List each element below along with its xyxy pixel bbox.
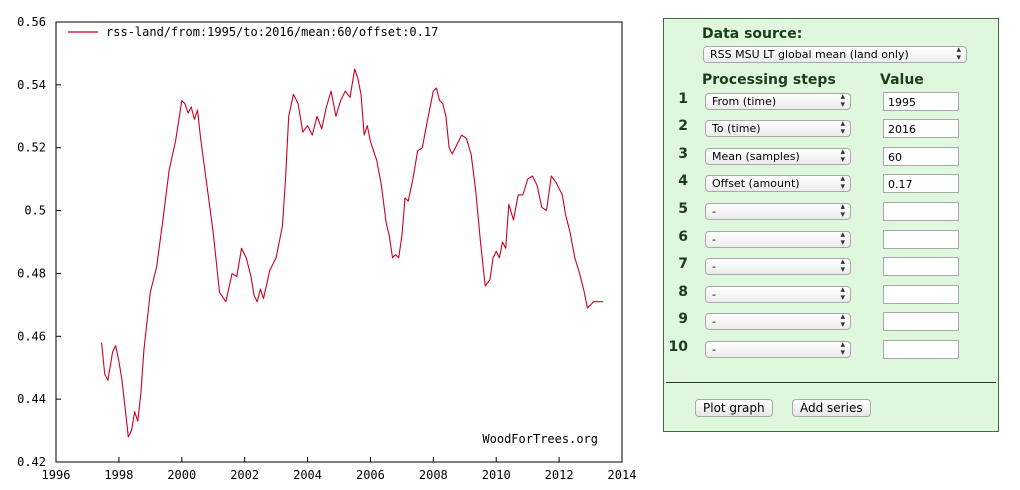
- step-number: 10: [668, 339, 688, 355]
- chevron-updown-icon: ▴ ▾: [840, 203, 845, 220]
- step-operation-value: -: [712, 343, 716, 356]
- x-tick-label: 2006: [356, 468, 385, 482]
- step-operation-select[interactable]: - ▴ ▾: [705, 286, 851, 303]
- chevron-updown-icon: ▴ ▾: [840, 341, 845, 358]
- step-number: 5: [678, 201, 688, 217]
- step-operation-value: -: [712, 260, 716, 273]
- step-operation-select[interactable]: Offset (amount) ▴ ▾: [705, 175, 851, 192]
- step-operation-value: To (time): [712, 122, 761, 135]
- step-operation-value: -: [712, 315, 716, 328]
- y-tick-label: 0.56: [17, 15, 46, 29]
- chevron-updown-icon: ▴ ▾: [840, 258, 845, 275]
- x-tick-label: 1998: [104, 468, 133, 482]
- step-operation-value: -: [712, 205, 716, 218]
- panel-divider: [666, 382, 996, 383]
- x-tick-label: 1996: [42, 468, 71, 482]
- step-value-input[interactable]: 0.17: [883, 174, 959, 193]
- step-number: 2: [678, 118, 688, 134]
- step-value-input[interactable]: [883, 312, 959, 331]
- step-value-input[interactable]: [883, 230, 959, 249]
- chevron-updown-icon: ▴ ▾: [840, 93, 845, 110]
- processing-steps-label: Processing steps: [702, 72, 836, 88]
- step-operation-value: From (time): [712, 95, 777, 108]
- step-operation-value: -: [712, 288, 716, 301]
- chevron-updown-icon: ▴ ▾: [840, 175, 845, 192]
- plot-area: [55, 21, 623, 463]
- series-layer: [101, 68, 604, 438]
- step-value-input[interactable]: 2016: [883, 119, 959, 138]
- step-operation-select[interactable]: - ▴ ▾: [705, 341, 851, 358]
- chevron-updown-icon: ▴ ▾: [840, 231, 845, 248]
- data-source-value: RSS MSU LT global mean (land only): [710, 48, 909, 61]
- step-operation-select[interactable]: - ▴ ▾: [705, 313, 851, 330]
- step-operation-select[interactable]: Mean (samples) ▴ ▾: [705, 148, 851, 165]
- data-source-select[interactable]: RSS MSU LT global mean (land only) ▴ ▾: [703, 46, 967, 63]
- step-operation-value: Offset (amount): [712, 177, 800, 190]
- step-number: 1: [678, 91, 688, 107]
- step-value-input[interactable]: 1995: [883, 92, 959, 111]
- x-tick-label: 2012: [545, 468, 574, 482]
- x-axis: 1996 1998 2000 2002 2004 2006 2008 2010 2012 2014: [42, 457, 637, 482]
- legend: rss-land/from:1995/to:2016/mean:60/offse…: [68, 25, 438, 39]
- y-tick-label: 0.48: [17, 266, 46, 280]
- control-panel: Data source: RSS MSU LT global mean (lan…: [663, 18, 999, 432]
- series-line: [101, 68, 604, 438]
- chart: 0.42 0.44 0.46 0.48 0.5 0.52 0.54 0.56 1996 1998…: [17, 15, 637, 482]
- y-axis: 0.42 0.44 0.46 0.48 0.5 0.52 0.54 0.56: [17, 15, 61, 469]
- step-number: 6: [678, 229, 688, 245]
- y-tick-label: 0.52: [17, 141, 46, 155]
- step-operation-select[interactable]: To (time) ▴ ▾: [705, 120, 851, 137]
- step-number: 4: [678, 173, 688, 189]
- x-tick-label: 2004: [293, 468, 322, 482]
- step-value-input[interactable]: [883, 257, 959, 276]
- step-number: 8: [678, 284, 688, 300]
- y-tick-label: 0.54: [17, 78, 46, 92]
- step-value-input[interactable]: [883, 285, 959, 304]
- x-tick-label: 2002: [230, 468, 259, 482]
- chevron-updown-icon: ▴ ▾: [956, 46, 961, 63]
- step-value-input[interactable]: [883, 340, 959, 359]
- credit-label: WoodForTrees.org: [482, 432, 598, 446]
- chevron-updown-icon: ▴ ▾: [840, 148, 845, 165]
- step-number: 3: [678, 146, 688, 162]
- chevron-updown-icon: ▴ ▾: [840, 313, 845, 330]
- value-column-label: Value: [880, 72, 924, 88]
- x-tick-label: 2010: [482, 468, 511, 482]
- y-tick-label: 0.42: [17, 455, 46, 469]
- step-operation-select[interactable]: - ▴ ▾: [705, 231, 851, 248]
- chevron-updown-icon: ▴ ▾: [840, 120, 845, 137]
- step-value-input[interactable]: [883, 202, 959, 221]
- y-tick-label: 0.46: [17, 329, 46, 343]
- add-series-button[interactable]: Add series: [792, 399, 871, 417]
- step-operation-select[interactable]: - ▴ ▾: [705, 258, 851, 275]
- chevron-updown-icon: ▴ ▾: [840, 286, 845, 303]
- data-source-label: Data source:: [702, 26, 803, 42]
- plot-graph-button[interactable]: Plot graph: [695, 399, 773, 417]
- x-tick-label: 2008: [419, 468, 448, 482]
- step-value-input[interactable]: 60: [883, 147, 959, 166]
- y-tick-label: 0.44: [17, 392, 46, 406]
- step-number: 9: [678, 311, 688, 327]
- step-operation-select[interactable]: - ▴ ▾: [705, 203, 851, 220]
- step-number: 7: [678, 256, 688, 272]
- legend-label: rss-land/from:1995/to:2016/mean:60/offse…: [106, 25, 438, 39]
- step-operation-value: Mean (samples): [712, 150, 800, 163]
- y-tick-label: 0.5: [24, 204, 46, 218]
- x-tick-label: 2014: [608, 468, 637, 482]
- x-tick-label: 2000: [167, 468, 196, 482]
- step-operation-value: -: [712, 233, 716, 246]
- step-operation-select[interactable]: From (time) ▴ ▾: [705, 93, 851, 110]
